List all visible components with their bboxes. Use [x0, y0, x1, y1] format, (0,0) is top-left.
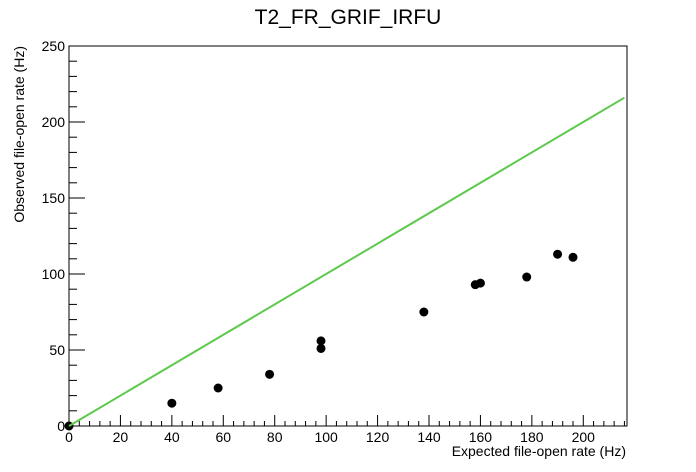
x-tick-label: 80 [267, 429, 283, 445]
y-tick-label: 50 [49, 342, 65, 358]
y-tick-label: 150 [42, 190, 66, 206]
data-point [316, 343, 326, 353]
x-tick-label: 100 [314, 429, 338, 445]
data-point [419, 307, 429, 317]
y-tick-label: 200 [42, 114, 66, 130]
x-tick-label: 180 [520, 429, 544, 445]
chart-title: T2_FR_GRIF_IRFU [255, 6, 442, 29]
x-tick-label: 160 [469, 429, 493, 445]
data-point [522, 272, 532, 282]
y-tick-label: 0 [57, 418, 65, 434]
x-tick-label: 0 [65, 429, 73, 445]
x-axis-label: Expected file-open rate (Hz) [452, 443, 626, 459]
x-tick-label: 120 [366, 429, 390, 445]
x-tick-label: 20 [113, 429, 129, 445]
x-tick-label: 40 [164, 429, 180, 445]
y-axis-label: Observed file-open rate (Hz) [11, 46, 27, 223]
data-point [265, 369, 275, 379]
data-point [568, 252, 578, 262]
data-point [167, 398, 177, 408]
plot-frame [68, 45, 628, 427]
data-point [316, 336, 326, 346]
y-tick-label: 100 [42, 266, 66, 282]
y-tick-label: 250 [42, 38, 66, 54]
x-tick-label: 200 [572, 429, 596, 445]
x-tick-label: 140 [417, 429, 441, 445]
data-point [553, 249, 563, 259]
data-point [213, 383, 223, 393]
reference-line [68, 96, 625, 427]
x-tick-label: 60 [215, 429, 231, 445]
data-point [475, 278, 485, 288]
